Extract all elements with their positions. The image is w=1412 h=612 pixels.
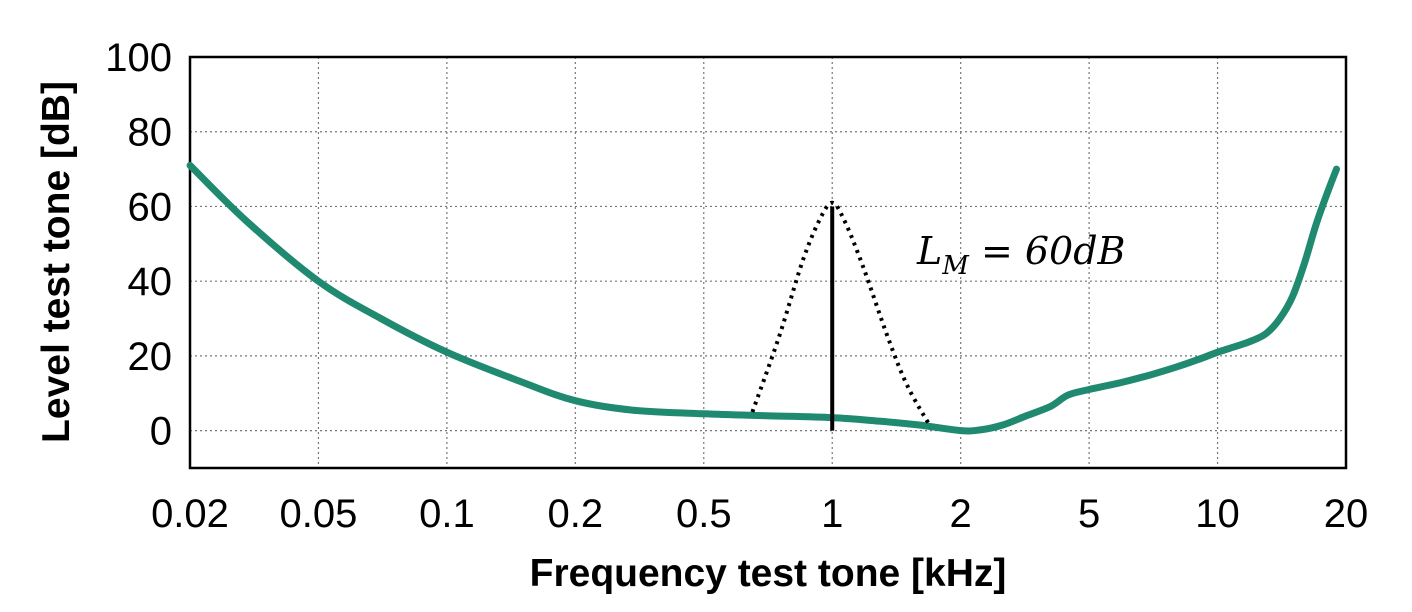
masking-threshold-curve (750, 200, 933, 428)
y-tick-label: 60 (128, 185, 173, 229)
x-tick-label: 5 (1078, 492, 1100, 536)
plot-frame (188, 55, 1348, 470)
y-tick-label: 80 (128, 111, 173, 155)
y-axis-ticks: 0 20 40 60 80 100 (105, 36, 172, 454)
masker-level-annotation: LM = 60dB (916, 229, 1125, 281)
x-tick-label: 0.5 (676, 492, 732, 536)
y-tick-label: 20 (128, 335, 173, 379)
series (186, 161, 1340, 435)
x-axis-ticks: 0.02 0.05 0.1 0.2 0.5 1 2 5 10 20 (151, 492, 1368, 536)
x-tick-label: 0.1 (419, 492, 475, 536)
grid (190, 57, 1346, 468)
threshold-in-quiet-curve (186, 161, 1340, 435)
x-tick-label: 10 (1195, 492, 1240, 536)
y-axis-title: Level test tone [dB] (35, 81, 78, 443)
x-tick-label: 1 (821, 492, 843, 536)
x-tick-label: 2 (950, 492, 972, 536)
y-tick-label: 100 (105, 36, 172, 80)
x-axis-title: Frequency test tone [kHz] (530, 552, 1007, 595)
x-tick-label: 20 (1324, 492, 1369, 536)
x-tick-label: 0.2 (548, 492, 604, 536)
x-tick-label: 0.05 (280, 492, 358, 536)
y-tick-label: 40 (128, 260, 173, 304)
x-tick-label: 0.02 (151, 492, 229, 536)
y-tick-label: 0 (150, 410, 172, 454)
